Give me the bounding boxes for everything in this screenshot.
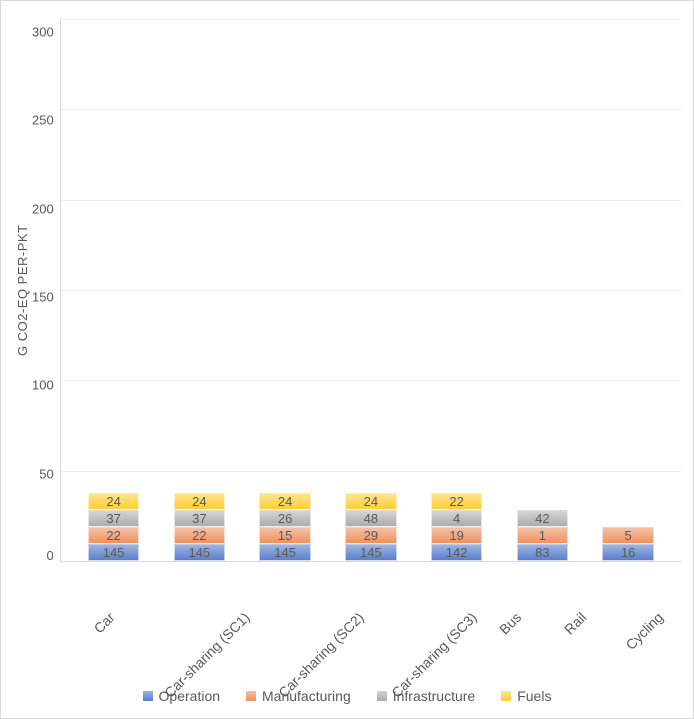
bar-slot: 145 15 26 24 bbox=[242, 19, 328, 561]
bar-segment-fuels: 24 bbox=[259, 493, 310, 510]
bar-segment-infrastructure: 42 bbox=[517, 510, 568, 527]
bar-value-label: 24 bbox=[364, 494, 378, 509]
x-labels-row: Car Car-sharing (SC1)Car-sharing (SC2)Car… bbox=[13, 562, 681, 678]
x-label-slot: Car bbox=[70, 568, 135, 678]
bar-value-label: 37 bbox=[192, 511, 206, 526]
x-label: Bus bbox=[496, 609, 524, 637]
bar-slot: 145 29 48 24 bbox=[328, 19, 414, 561]
bar: 142 19 4 22 bbox=[431, 493, 482, 561]
bar-segment-fuels: 24 bbox=[345, 493, 396, 510]
bar-segment-operation: 145 bbox=[259, 544, 310, 561]
bar: 145 22 37 24 bbox=[174, 493, 225, 561]
y-axis-title: G CO2-EQ PER-PKT bbox=[13, 19, 32, 562]
x-label-slot: Car-sharing (SC2) bbox=[249, 568, 363, 678]
y-tick-label: 0 bbox=[46, 549, 53, 562]
bar-segment-infrastructure: 37 bbox=[88, 510, 139, 527]
x-label-slot: Car-sharing (SC1) bbox=[135, 568, 249, 678]
y-tick-label: 150 bbox=[32, 290, 54, 303]
bar-slot: 83 1 42 bbox=[499, 19, 585, 561]
bar-segment-fuels: 22 bbox=[431, 493, 482, 510]
x-axis-labels: Car Car-sharing (SC1)Car-sharing (SC2)Car… bbox=[60, 562, 681, 678]
bar-value-label: 145 bbox=[274, 545, 296, 560]
y-axis-ticks: 300 250 200 150 100 50 0 bbox=[32, 19, 60, 562]
bar-value-label: 24 bbox=[106, 494, 120, 509]
bar-segment-manufacturing: 19 bbox=[431, 527, 482, 544]
legend-item-manufacturing: Manufacturing bbox=[246, 688, 351, 704]
bar-segment-fuels: 24 bbox=[88, 493, 139, 510]
bar: 145 29 48 24 bbox=[345, 493, 396, 561]
bar: 145 15 26 24 bbox=[259, 493, 310, 561]
x-label: Car bbox=[91, 609, 118, 636]
bar-segment-fuels: 24 bbox=[174, 493, 225, 510]
legend-swatch bbox=[377, 691, 387, 701]
plot-area: 1452237241452237241451526241452948241421… bbox=[60, 19, 681, 562]
bar-segment-operation: 145 bbox=[345, 544, 396, 561]
bar-value-label: 1 bbox=[539, 528, 546, 543]
bar-segment-operation: 145 bbox=[88, 544, 139, 561]
bar-value-label: 83 bbox=[535, 545, 549, 560]
y-tick-label: 50 bbox=[39, 467, 53, 480]
bar-segment-manufacturing: 15 bbox=[259, 527, 310, 544]
bar-segment-manufacturing: 5 bbox=[602, 527, 653, 544]
bar-segment-manufacturing: 1 bbox=[517, 527, 568, 544]
bar-segment-infrastructure: 4 bbox=[431, 510, 482, 527]
bar-value-label: 22 bbox=[449, 494, 463, 509]
legend-label: Fuels bbox=[517, 688, 551, 704]
bar-value-label: 42 bbox=[535, 511, 549, 526]
bar-segment-manufacturing: 29 bbox=[345, 527, 396, 544]
legend-swatch bbox=[143, 691, 153, 701]
bar-slot: 145 22 37 24 bbox=[71, 19, 157, 561]
bar-segment-operation: 16 bbox=[602, 544, 653, 561]
x-label-slot: Bus bbox=[476, 568, 541, 678]
bar-value-label: 145 bbox=[360, 545, 382, 560]
bar-segment-manufacturing: 22 bbox=[88, 527, 139, 544]
bar-value-label: 4 bbox=[453, 511, 460, 526]
y-tick-label: 100 bbox=[32, 379, 54, 392]
bar-value-label: 19 bbox=[449, 528, 463, 543]
bar: 83 1 42 bbox=[517, 510, 568, 561]
x-label-slot: Car-sharing (SC3) bbox=[362, 568, 476, 678]
bar-value-label: 15 bbox=[278, 528, 292, 543]
bar-value-label: 24 bbox=[192, 494, 206, 509]
bar-value-label: 24 bbox=[278, 494, 292, 509]
legend-swatch bbox=[246, 691, 256, 701]
bar-segment-operation: 83 bbox=[517, 544, 568, 561]
legend: OperationManufacturingInfrastructureFuel… bbox=[13, 678, 681, 706]
bar-value-label: 26 bbox=[278, 511, 292, 526]
bar-slot: 142 19 4 22 bbox=[414, 19, 500, 561]
bar-value-label: 142 bbox=[446, 545, 468, 560]
bar-value-label: 145 bbox=[188, 545, 210, 560]
bar-value-label: 29 bbox=[364, 528, 378, 543]
bar-segment-operation: 145 bbox=[174, 544, 225, 561]
bar: 145 22 37 24 bbox=[88, 493, 139, 561]
bar-segment-operation: 142 bbox=[431, 544, 482, 561]
y-tick-label: 300 bbox=[32, 26, 54, 39]
legend-swatch bbox=[501, 691, 511, 701]
bar-segment-manufacturing: 22 bbox=[174, 527, 225, 544]
bar-value-label: 16 bbox=[621, 545, 635, 560]
legend-item-fuels: Fuels bbox=[501, 688, 551, 704]
bar-value-label: 22 bbox=[106, 528, 120, 543]
x-label-slot: Cycling bbox=[606, 568, 671, 678]
y-tick-label: 200 bbox=[32, 202, 54, 215]
bar-value-label: 37 bbox=[106, 511, 120, 526]
bar-segment-infrastructure: 48 bbox=[345, 510, 396, 527]
bar-value-label: 48 bbox=[364, 511, 378, 526]
bar-value-label: 5 bbox=[624, 528, 631, 543]
plot-row: G CO2-EQ PER-PKT 300250200150100500 1452… bbox=[13, 19, 681, 562]
bar-value-label: 22 bbox=[192, 528, 206, 543]
x-label: Cycling bbox=[622, 609, 666, 653]
bar-value-label: 145 bbox=[103, 545, 125, 560]
co2-chart: G CO2-EQ PER-PKT 300250200150100500 1452… bbox=[0, 0, 694, 719]
bar-slot: 145 22 37 24 bbox=[156, 19, 242, 561]
x-label: Rail bbox=[561, 609, 589, 637]
x-label-slot: Rail bbox=[541, 568, 606, 678]
y-tick-label: 250 bbox=[32, 114, 54, 127]
bar-slot: 165 bbox=[585, 19, 671, 561]
bar: 165 bbox=[602, 527, 653, 561]
bar-segment-infrastructure: 26 bbox=[259, 510, 310, 527]
bar-segment-infrastructure: 37 bbox=[174, 510, 225, 527]
